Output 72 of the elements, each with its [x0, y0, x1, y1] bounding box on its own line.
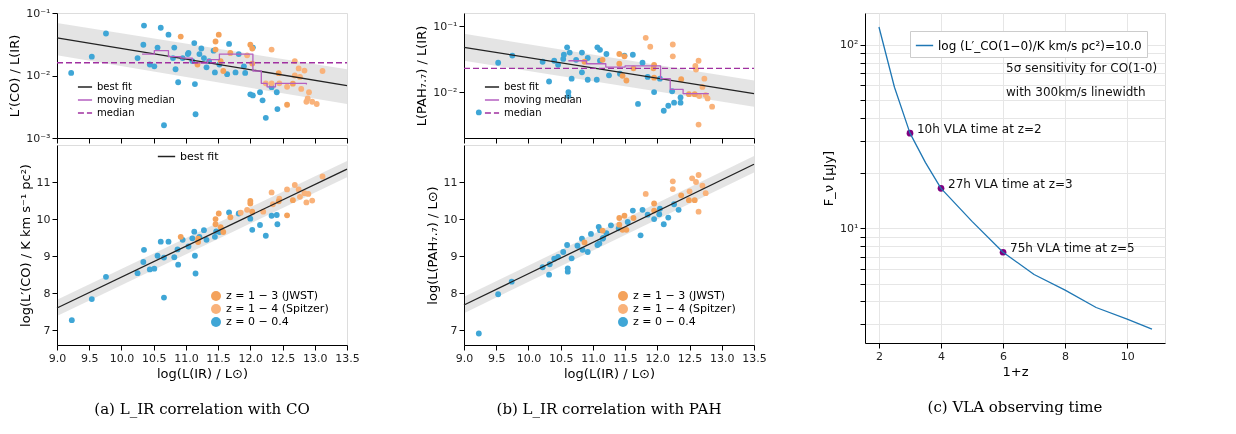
x-axis-title: log(L(IR) / L⊙) [157, 365, 248, 381]
annotation: with 300km/s linewidth [1006, 85, 1146, 99]
x-tick-label: 10.0 [109, 351, 135, 365]
annotation: 5σ sensitivity for CO(1-0) [1006, 61, 1158, 75]
x-tick-label: 6 [1000, 349, 1008, 363]
text: (b) L_IR correlation with PAH [496, 400, 722, 418]
y-tick-label: 7 [450, 323, 458, 337]
legend-label: moving median [97, 94, 175, 105]
x-tick-label: 11.5 [613, 351, 638, 365]
legend-label: median [97, 107, 135, 118]
x-tick-label: 9.5 [80, 351, 99, 365]
y-tick-label: 10⁻² [26, 69, 51, 82]
y-axis-title: L(PAH₇.₇) / L(IR) [414, 25, 430, 127]
y-tick-label: 10⁻³ [26, 131, 51, 145]
y-tick-label: 10¹ [840, 221, 859, 235]
annotation: 27h VLA time at z=3 [948, 177, 1073, 192]
legend-label: z = 1 − 3 (JWST) [633, 289, 726, 302]
legend-label: best fit [504, 81, 540, 92]
x-tick-label: 13.0 [303, 351, 328, 365]
x-tick-label: 11.0 [581, 351, 606, 365]
legend-label: z = 0 − 0.4 [633, 315, 696, 328]
x-tick-label: 9.5 [487, 351, 506, 365]
legend-label: z = 1 − 4 (Spitzer) [226, 302, 329, 315]
annotation: 75h VLA time at z=5 [1010, 241, 1135, 256]
x-tick-label: 13.5 [742, 351, 767, 365]
x-tick-label: 10.5 [141, 351, 167, 365]
y-tick-label: 11 [443, 175, 458, 189]
legend-label: z = 1 − 4 (Spitzer) [633, 302, 736, 315]
x-tick-label: 12.0 [238, 351, 264, 365]
text: (c) VLA observing time [927, 398, 1103, 416]
x-tick-label: 12.5 [677, 351, 703, 365]
y-axis-title: log(L(PAH₇.₇) / L⊙) [424, 186, 440, 305]
y-tick-label: 7 [43, 323, 51, 337]
legend-label: median [504, 107, 542, 118]
x-tick-label: 13.5 [335, 351, 360, 365]
x-tick-label: 8 [1062, 349, 1070, 363]
y-tick-label: 10⁻¹ [433, 19, 458, 33]
legend-label: z = 0 − 0.4 [226, 315, 289, 328]
y-tick-label: 11 [36, 175, 51, 189]
y-tick-label: 8 [450, 286, 458, 300]
y-tick-label: 9 [450, 249, 458, 263]
x-tick-label: 12.5 [270, 351, 296, 365]
x-tick-label: 9.0 [48, 351, 67, 365]
x-tick-label: 12.0 [645, 351, 671, 365]
y-axis-title: log(L′(CO) / K km s⁻¹ pc²) [17, 164, 33, 327]
y-axis-title: F_ν [μJy] [821, 150, 837, 207]
x-tick-label: 13.0 [710, 351, 735, 365]
x-tick-label: 10.0 [516, 351, 542, 365]
legend-label: z = 1 − 3 (JWST) [226, 289, 319, 302]
legend-label: best fit [180, 149, 220, 163]
y-axis-title: L′(CO) / L(IR) [7, 34, 23, 118]
legend-label: moving median [504, 94, 582, 105]
y-tick-label: 10 [36, 212, 51, 226]
x-tick-label: 11.0 [174, 351, 199, 365]
x-tick-label: 10.5 [548, 351, 574, 365]
y-tick-label: 10⁻¹ [26, 6, 51, 20]
y-tick-label: 9 [43, 249, 51, 263]
x-tick-label: 10 [1120, 349, 1135, 363]
y-tick-label: 10 [443, 212, 458, 226]
annotation: 10h VLA time at z=2 [916, 122, 1042, 137]
x-tick-label: 9.0 [455, 351, 474, 365]
legend-label: log (L′_CO(1−0)/K km/s pc²)=10.0 [938, 38, 1142, 53]
y-tick-label: 10⁻² [433, 85, 458, 99]
x-axis-title: 1+z [1002, 363, 1029, 379]
legend-label: best fit [97, 81, 133, 92]
x-axis-title: log(L(IR) / L⊙) [564, 365, 655, 381]
x-tick-label: 4 [938, 349, 946, 363]
x-tick-label: 2 [875, 349, 883, 363]
x-tick-label: 11.5 [206, 351, 231, 365]
text: (a) L_IR correlation with CO [94, 400, 310, 418]
y-tick-label: 8 [43, 286, 51, 300]
y-tick-label: 10² [840, 38, 859, 52]
